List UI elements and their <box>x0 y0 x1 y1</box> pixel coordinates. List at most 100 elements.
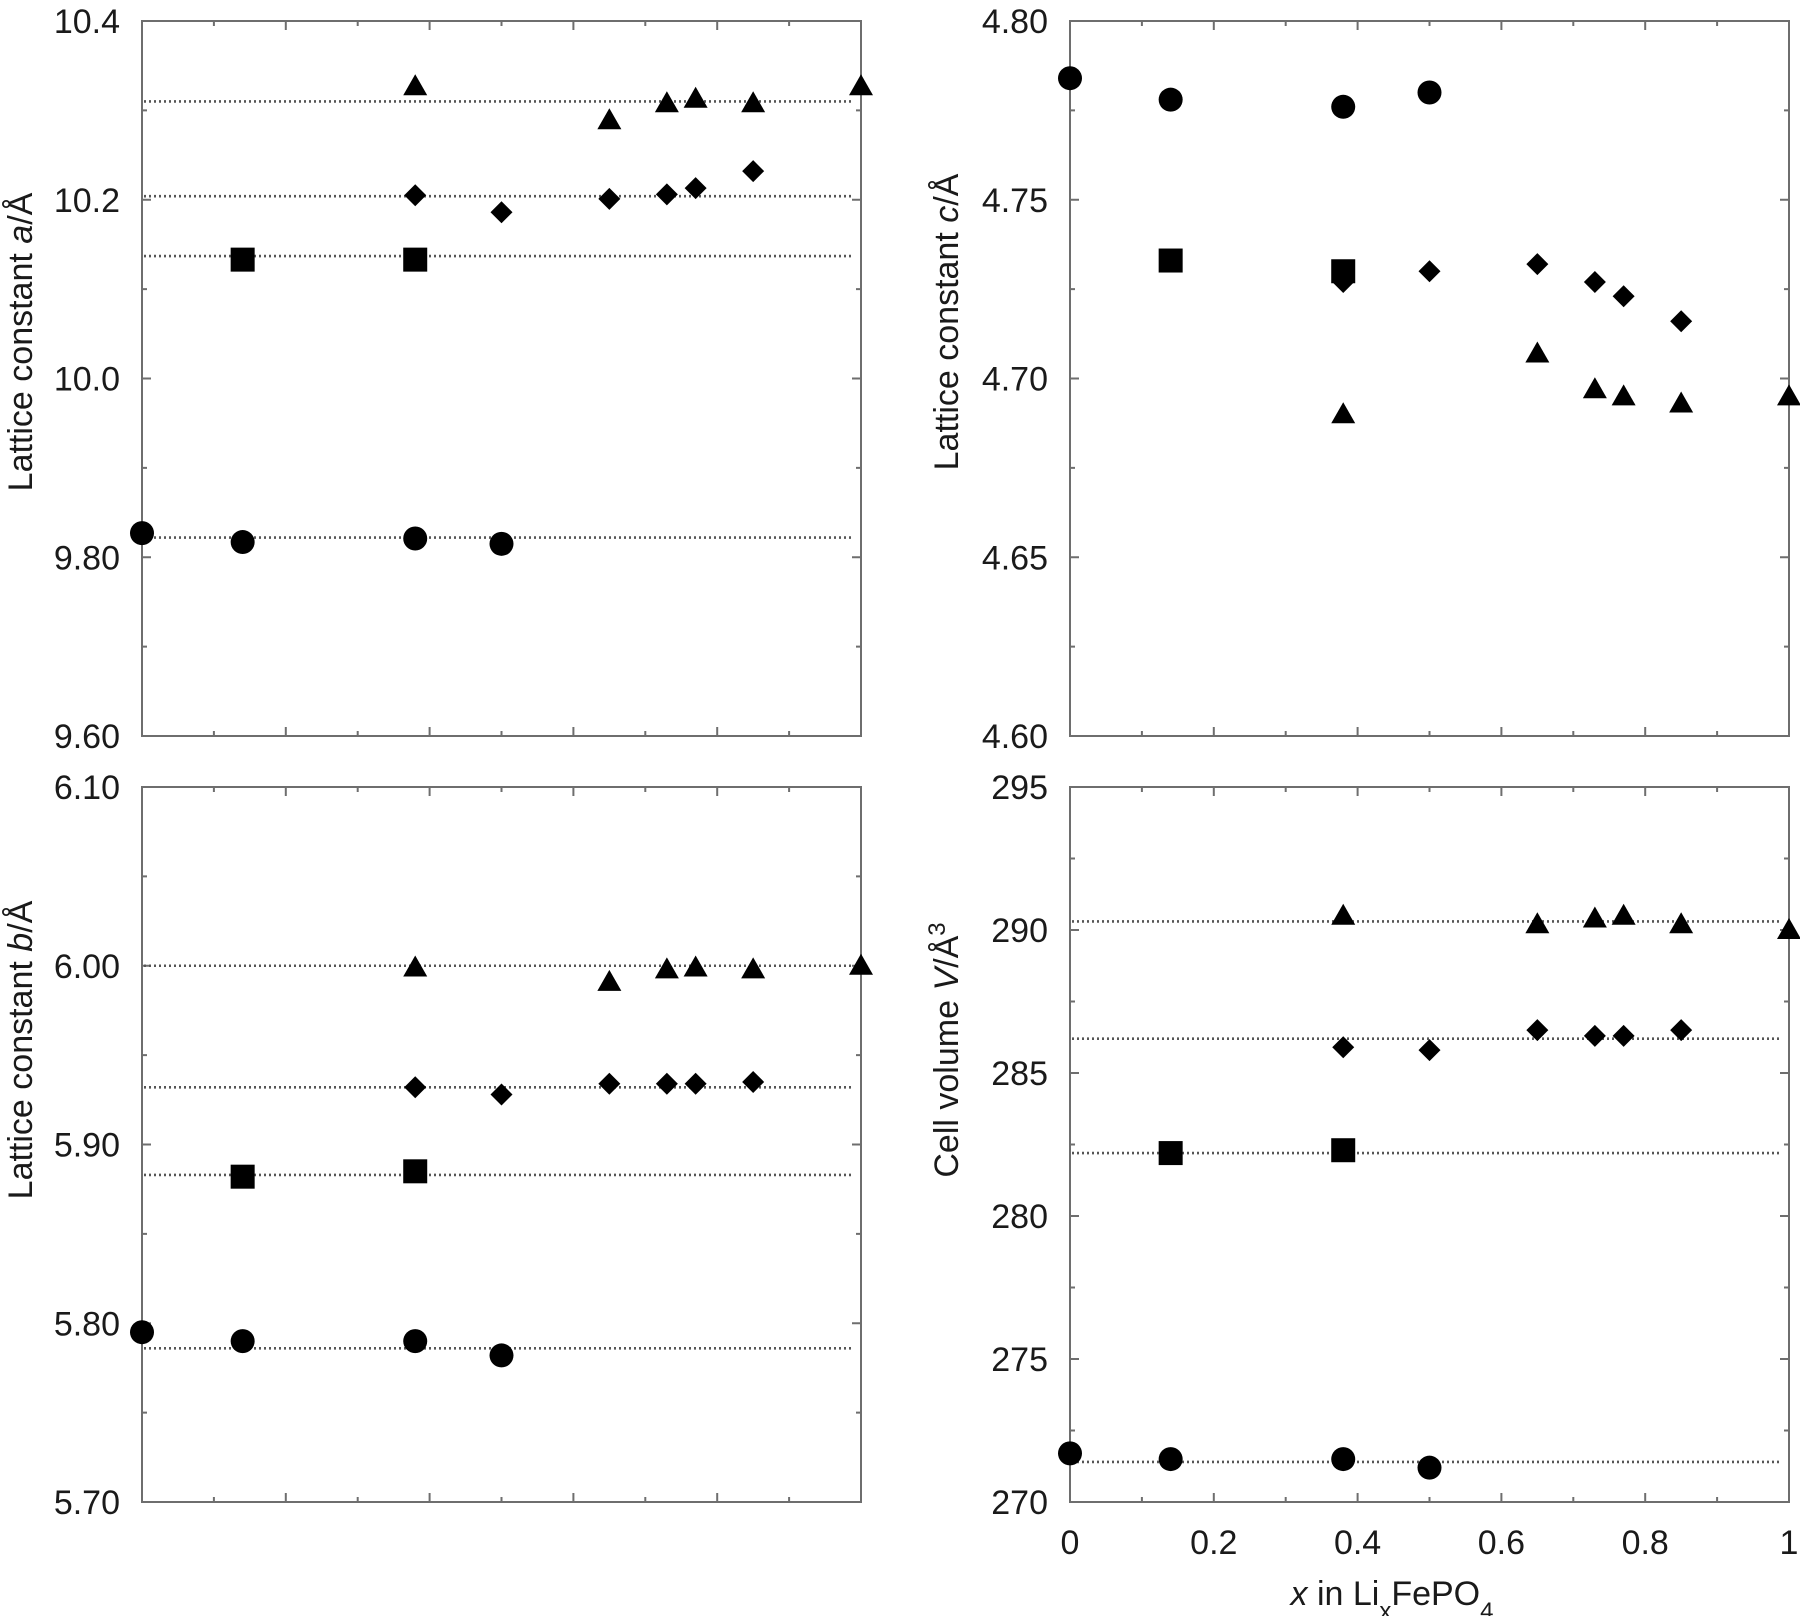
diamond-marker <box>1526 1019 1549 1042</box>
triangle-marker <box>1777 918 1800 939</box>
y-axis-label-v: Cell volume V/Å3 <box>924 922 967 1177</box>
triangle-marker <box>597 969 622 991</box>
circle-marker <box>1158 87 1183 112</box>
y-tick-label: 9.60 <box>54 718 120 756</box>
circle-marker <box>489 531 514 556</box>
x-axis-label: x in LixFePO4 <box>1289 1575 1494 1616</box>
square-marker <box>1158 248 1183 273</box>
triangle-marker <box>741 957 766 979</box>
triangle-marker <box>1331 903 1356 925</box>
plot-frame <box>141 20 862 737</box>
triangle-marker <box>1525 912 1550 934</box>
triangle-marker <box>1777 384 1800 406</box>
panel-lattice-a: Lattice constant a/Å 9.60 9.80 10.0 10.2 10.… <box>2 3 873 756</box>
y-tick-label: 5.90 <box>54 1127 120 1165</box>
panel-cell-volume: Cell volume V/Å3 x in LixFePO4 270 275 280… <box>924 769 1800 1616</box>
panel-lattice-c: Lattice constant c/Å 4.60 4.65 4.70 4.75 4.8… <box>928 3 1800 756</box>
triangle-marker <box>1669 391 1694 413</box>
square-marker <box>403 1159 428 1184</box>
x-tick-label: 0.2 <box>1190 1524 1237 1562</box>
diamond-marker <box>1418 260 1441 283</box>
y-tick-label: 290 <box>991 912 1048 950</box>
circle-marker <box>1058 1441 1082 1466</box>
circle-marker <box>1158 1447 1183 1472</box>
y-axis-label-a: Lattice constant a/Å <box>2 192 40 491</box>
triangle-marker <box>741 91 766 113</box>
y-tick-label: 10.0 <box>54 361 120 399</box>
x-tick-label: 1 <box>1780 1524 1799 1562</box>
y-tick-label: 295 <box>991 769 1048 807</box>
square-marker <box>1158 1141 1183 1166</box>
circle-marker <box>1058 66 1082 91</box>
x-tick-label: 0.8 <box>1622 1524 1669 1562</box>
diamond-marker <box>1670 1019 1693 1042</box>
square-marker <box>230 1164 255 1189</box>
y-tick-label: 5.80 <box>54 1305 120 1343</box>
circle-marker <box>230 530 255 555</box>
diamond-marker <box>404 1076 427 1099</box>
diamond-marker <box>1332 270 1355 293</box>
y-tick-label: 10.2 <box>54 182 120 220</box>
triangle-marker <box>1582 377 1607 399</box>
circle-marker <box>403 1329 428 1354</box>
y-tick-label: 4.75 <box>982 182 1048 220</box>
diamond-marker <box>684 1072 707 1095</box>
triangle-marker <box>654 957 679 979</box>
diamond-marker <box>598 187 621 210</box>
triangle-marker <box>1331 402 1356 424</box>
circle-marker <box>1331 94 1356 119</box>
y-tick-label: 285 <box>991 1055 1048 1093</box>
diamond-marker <box>1583 1024 1606 1047</box>
triangle-marker <box>403 955 428 977</box>
y-axis-label-c: Lattice constant c/Å <box>928 173 966 470</box>
triangle-marker <box>1582 906 1607 928</box>
diamond-marker <box>1670 310 1693 333</box>
y-axis-label-b: Lattice constant b/Å <box>2 900 40 1199</box>
diamond-marker <box>1526 253 1549 276</box>
diamond-marker <box>1583 270 1606 293</box>
triangle-marker <box>1611 903 1636 925</box>
triangle-marker <box>1525 341 1550 363</box>
y-tick-label: 4.80 <box>982 3 1048 41</box>
y-tick-label: 4.60 <box>982 718 1048 756</box>
y-tick-label: 270 <box>991 1484 1048 1522</box>
y-tick-label: 4.65 <box>982 539 1048 577</box>
diamond-marker <box>490 1083 513 1106</box>
circle-marker <box>1417 1455 1442 1480</box>
square-marker <box>1331 1138 1356 1163</box>
circle-marker <box>489 1343 514 1368</box>
diamond-marker <box>1612 285 1635 308</box>
x-tick-label: 0.4 <box>1334 1524 1381 1562</box>
diamond-marker <box>742 1070 765 1093</box>
x-tick-label: 0 <box>1061 1524 1080 1562</box>
triangle-marker <box>849 953 873 975</box>
diamond-marker <box>1332 1036 1355 1059</box>
diamond-marker <box>655 183 678 206</box>
panel-lattice-b: Lattice constant b/Å 5.70 5.80 5.90 6.00 6.1… <box>2 769 873 1522</box>
triangle-marker <box>403 74 428 96</box>
triangle-marker <box>849 74 873 96</box>
diamond-marker <box>655 1072 678 1095</box>
y-tick-label: 6.10 <box>54 769 120 807</box>
triangle-marker <box>1611 384 1636 406</box>
diamond-marker <box>684 177 707 200</box>
square-marker <box>230 247 255 272</box>
diamond-marker <box>598 1072 621 1095</box>
y-tick-label: 4.70 <box>982 361 1048 399</box>
y-tick-label: 275 <box>991 1341 1048 1379</box>
circle-marker <box>130 521 154 546</box>
y-tick-label: 6.00 <box>54 948 120 986</box>
y-tick-label: 280 <box>991 1198 1048 1236</box>
circle-marker <box>1417 80 1442 105</box>
circle-marker <box>1331 1447 1356 1472</box>
diamond-marker <box>1418 1039 1441 1062</box>
triangle-marker <box>654 91 679 113</box>
triangle-marker <box>683 955 708 977</box>
plot-frame <box>141 786 862 1503</box>
diamond-marker <box>490 201 513 224</box>
circle-marker <box>230 1329 255 1354</box>
x-tick-label: 0.6 <box>1478 1524 1525 1562</box>
square-marker <box>403 247 428 272</box>
diamond-marker <box>742 160 765 183</box>
